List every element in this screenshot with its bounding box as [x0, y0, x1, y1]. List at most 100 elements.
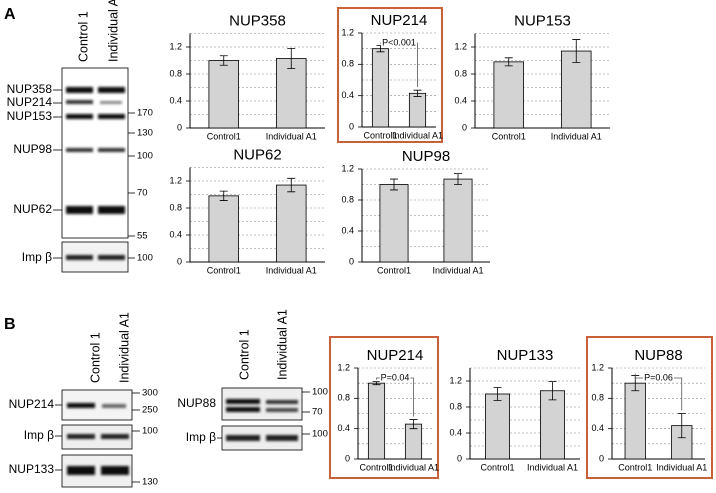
panel-label: B	[4, 316, 16, 333]
blot	[61, 389, 133, 488]
chart-title: NUP214	[367, 347, 424, 364]
y-tick-label: 0	[462, 122, 467, 132]
y-tick-label: 0.8	[169, 68, 182, 78]
x-tick-label: Control1	[207, 265, 241, 275]
chart-title: NUP98	[402, 148, 450, 165]
mw-marker: 100	[137, 253, 153, 264]
mw-marker: 100	[142, 426, 158, 437]
mw-marker: 100	[137, 151, 153, 162]
y-tick-label: 1.2	[169, 175, 182, 185]
blot	[221, 387, 303, 451]
lane-label: Individual A1	[275, 309, 289, 380]
protein-label: NUP98	[13, 142, 52, 156]
bar	[443, 178, 473, 263]
y-tick-label: 0.4	[337, 423, 350, 433]
y-tick-label: 0.4	[341, 90, 354, 100]
p-value: P=0.06	[644, 372, 673, 382]
bar	[208, 195, 239, 263]
bar	[484, 393, 510, 460]
error-bar	[413, 89, 422, 97]
x-tick-label: Individual A1	[392, 130, 443, 140]
mw-marker: 55	[137, 231, 148, 242]
error-bar	[219, 190, 228, 201]
error-bar	[287, 177, 296, 193]
y-tick-label: 0.4	[591, 423, 604, 433]
error-bar	[372, 381, 381, 386]
y-tick-label: 1.2	[449, 375, 462, 385]
y-tick-label: 1.2	[591, 362, 604, 372]
x-tick-label: Control1	[480, 462, 514, 472]
mw-marker: 70	[137, 188, 148, 199]
mw-marker: 250	[142, 405, 158, 416]
protein-label: NUP214	[9, 397, 55, 411]
x-tick-label: Control1	[359, 462, 393, 472]
bar	[408, 92, 427, 128]
y-tick-label: 0.4	[454, 95, 467, 105]
y-tick-label: 0	[177, 122, 182, 132]
p-value: P<0.001	[382, 37, 416, 47]
error-bar	[548, 381, 557, 401]
x-tick-label: Individual A1	[656, 462, 707, 472]
mw-marker: 70	[312, 407, 323, 418]
y-tick-label: 1.2	[341, 27, 354, 37]
y-tick-label: 0.8	[337, 393, 350, 403]
error-bar	[390, 178, 398, 191]
x-tick-label: Control1	[618, 462, 652, 472]
p-value-bg	[379, 372, 411, 383]
y-tick-label: 0.8	[591, 393, 604, 403]
error-bar	[409, 419, 418, 430]
lane-label: Control 1	[76, 11, 90, 62]
mw-marker: 130	[142, 477, 158, 488]
y-tick-label: 1.2	[337, 362, 350, 372]
p-value: P=0.04	[381, 372, 410, 382]
mw-marker: 300	[142, 388, 158, 399]
lane-label: Control 1	[237, 329, 251, 380]
protein-label: NUP358	[7, 82, 53, 96]
p-value-bg	[381, 37, 417, 48]
highlight-frame	[586, 336, 713, 479]
x-tick-label: Individual A1	[266, 131, 317, 141]
y-tick-label: 0.4	[169, 95, 182, 105]
protein-label: Imp β	[22, 250, 52, 264]
protein-label: NUP214	[7, 95, 53, 109]
bar	[275, 184, 307, 263]
x-tick-label: Individual A1	[388, 462, 439, 472]
mw-marker: 100	[312, 387, 328, 398]
bar	[561, 50, 592, 129]
mw-marker: 170	[137, 108, 153, 119]
error-bar	[677, 413, 686, 439]
y-tick-label: 0.8	[341, 194, 354, 204]
protein-label: NUP62	[13, 202, 52, 216]
error-bar	[493, 387, 502, 401]
y-tick-label: 0	[349, 121, 354, 131]
chart-title: NUP214	[371, 12, 428, 29]
x-tick-label: Control1	[363, 130, 397, 140]
bar	[371, 48, 390, 128]
y-tick-label: 0.4	[169, 229, 182, 239]
error-bar	[504, 57, 513, 67]
chart-title: NUP88	[634, 347, 682, 364]
bar	[379, 184, 409, 263]
mw-marker: 130	[137, 128, 153, 139]
chart-title: NUP62	[233, 146, 281, 163]
bar	[540, 390, 566, 460]
x-tick-label: Control1	[207, 131, 241, 141]
bar	[367, 382, 386, 460]
lane-label: Control 1	[88, 332, 102, 383]
x-tick-label: Individual A1	[551, 131, 602, 141]
protein-label: NUP153	[7, 109, 53, 123]
protein-label: Imp β	[186, 430, 216, 444]
y-tick-label: 0	[345, 453, 350, 463]
y-tick-label: 0.8	[449, 401, 462, 411]
y-tick-label: 1.2	[454, 41, 467, 51]
protein-label: NUP88	[177, 396, 216, 410]
y-tick-label: 0.8	[454, 68, 467, 78]
bar	[493, 61, 524, 129]
error-bar	[287, 47, 296, 69]
x-tick-label: Control1	[377, 265, 411, 275]
lane-label: Individual A1	[117, 312, 131, 383]
bar	[208, 60, 239, 129]
mw-marker: 100	[312, 429, 328, 440]
y-tick-label: 0	[599, 453, 604, 463]
